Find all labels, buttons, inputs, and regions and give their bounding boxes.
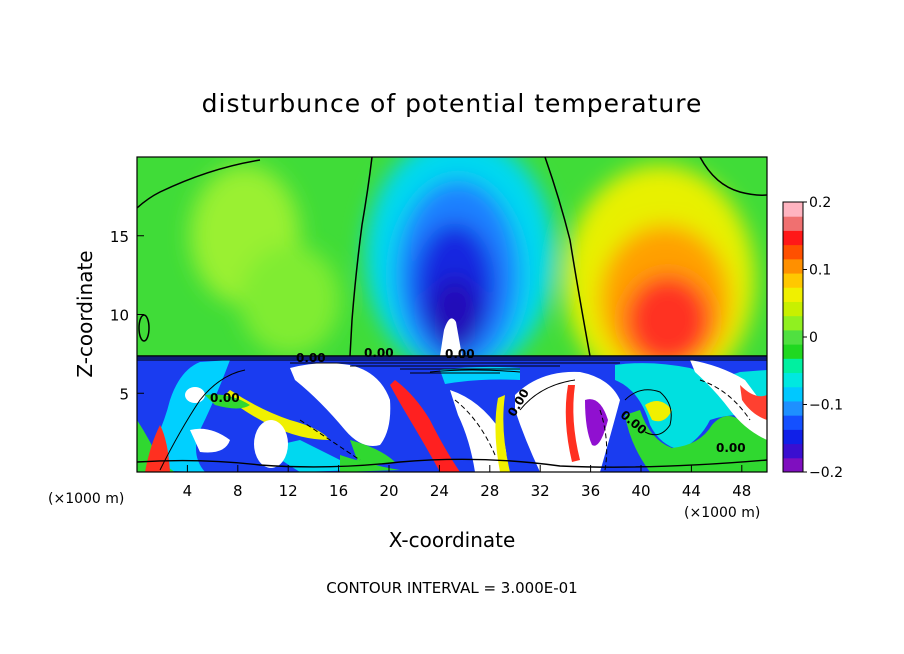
x-axis-label: X-coordinate — [389, 528, 516, 552]
field-band-white — [690, 360, 767, 440]
colorbar-swatch — [783, 287, 803, 302]
x-tick-label: 8 — [233, 482, 243, 500]
colorbar-swatch — [783, 315, 803, 331]
field-band-yellow — [225, 390, 330, 440]
field-band-red — [390, 380, 460, 472]
colorbar-swatch — [783, 457, 803, 473]
contour-line — [299, 419, 361, 461]
y-axis: 5 10 15 — [110, 228, 144, 403]
contour-label: 0.00 — [716, 441, 746, 455]
colorbar-swatch — [783, 400, 803, 416]
contour-interval-note: CONTOUR INTERVAL = 3.000E-01 — [326, 579, 577, 597]
colorbar-swatch — [783, 230, 803, 246]
field-blob-light — [240, 245, 340, 355]
field-band-yellow — [495, 395, 510, 472]
x-tick-label: 4 — [183, 482, 193, 500]
field-band-green — [625, 410, 767, 472]
field-band-purple — [585, 399, 608, 446]
colorbar-swatch — [783, 429, 803, 445]
contour-label: 0.00 — [210, 391, 240, 405]
x-tick-label: 20 — [379, 482, 398, 500]
colorbar-swatch — [783, 372, 803, 388]
field-blob-red — [626, 275, 710, 356]
contour-hatch — [137, 355, 767, 374]
x-unit-label: (×1000 m) — [48, 491, 124, 507]
colorbar-swatch — [783, 386, 803, 402]
colorbar-tick-label: −0.1 — [809, 398, 843, 414]
colorbar-tick-label: 0.2 — [809, 195, 831, 211]
colorbar-tick-label: −0.2 — [809, 465, 843, 481]
lower-field — [137, 356, 767, 472]
x-tick-label: 32 — [531, 482, 550, 500]
colorbar-tick-label: 0 — [809, 330, 818, 346]
field-band-white — [190, 428, 230, 453]
colorbar-swatch — [783, 301, 803, 317]
contour-line — [699, 379, 751, 421]
field-band-green — [350, 440, 395, 468]
x-tick-label: 16 — [329, 482, 348, 500]
colorbar: 0.2 0.1 0 −0.1 −0.2 — [782, 195, 843, 481]
x-tick-label: 28 — [480, 482, 499, 500]
contour-label: 0.00 — [445, 347, 475, 361]
upper-field — [137, 157, 767, 356]
field-blob-navy — [429, 277, 481, 353]
field-band-cyan — [265, 440, 360, 472]
contour-line — [624, 389, 672, 436]
field-band-white — [254, 420, 288, 468]
y-axis-label: Z-coordinate — [73, 250, 97, 377]
minimum-core — [440, 318, 462, 356]
x-tick-label: 48 — [732, 482, 751, 500]
contour-label: 0.00 — [296, 351, 326, 365]
colorbar-swatch — [783, 344, 803, 359]
field-band-red — [565, 385, 580, 462]
field-band-green — [340, 455, 400, 472]
y-tick-label: 5 — [119, 385, 129, 403]
colorbar-swatch — [783, 216, 803, 231]
contour-line — [137, 458, 767, 468]
colorbar-swatch — [783, 202, 803, 217]
zero-contour — [137, 159, 261, 209]
x-axis: 4 8 12 16 20 24 28 32 36 40 44 48 — [183, 465, 751, 500]
colorbar-swatch — [783, 273, 803, 288]
contour-line — [429, 369, 521, 373]
contour-line — [454, 399, 496, 456]
y-tick-label: 10 — [110, 307, 129, 325]
contour-line — [519, 379, 576, 411]
field-band-red — [740, 385, 767, 420]
contour-label: 0.00 — [364, 346, 394, 360]
zero-contour — [699, 157, 767, 196]
colorbar-tick-label: 0.1 — [809, 263, 831, 279]
field-band-white — [185, 387, 205, 403]
x-tick-label: 44 — [682, 482, 701, 500]
chart-title: disturbunce of potential temperature — [202, 89, 703, 118]
x-tick-label: 24 — [430, 482, 449, 500]
y-tick-label: 15 — [110, 228, 129, 246]
colorbar-swatch — [783, 443, 803, 459]
field-band-yellow — [645, 401, 672, 422]
x-tick-label: 12 — [279, 482, 298, 500]
plot-area: 0.00 0.00 0.00 0.00 0.00 0.00 0.00 — [137, 157, 767, 472]
field-band-green — [205, 394, 250, 409]
x-tick-label: 36 — [581, 482, 600, 500]
contour-line — [159, 369, 246, 471]
colorbar-swatch — [783, 258, 803, 274]
colorbar-swatch — [783, 415, 803, 430]
colorbar-swatch — [783, 329, 803, 345]
colorbar-swatch — [783, 358, 803, 374]
x-tick-label: 40 — [631, 482, 650, 500]
field-band-white — [450, 390, 507, 472]
field-band-green — [137, 420, 175, 472]
field-band-white — [290, 363, 391, 446]
zero-contour — [544, 157, 591, 356]
colorbar-swatch — [783, 244, 803, 260]
zero-contour — [349, 157, 373, 356]
x-unit-label-right: (×1000 m) — [684, 505, 760, 521]
